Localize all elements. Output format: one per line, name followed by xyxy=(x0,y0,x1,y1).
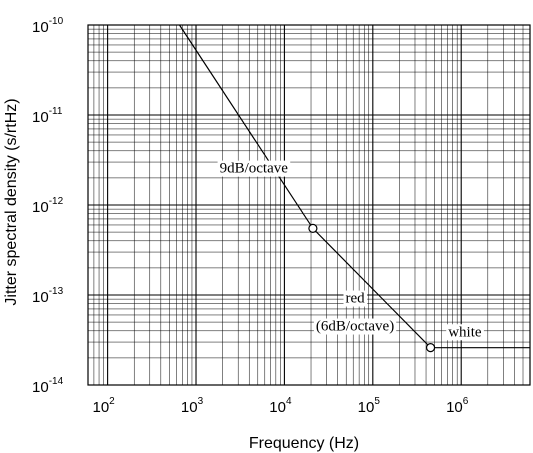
annotation-text: white xyxy=(448,324,482,340)
grid xyxy=(87,24,531,386)
annotation-text: (6dB/octave) xyxy=(316,319,394,335)
series-layer xyxy=(178,24,530,349)
annotation: white xyxy=(446,324,484,341)
corner-point-marker xyxy=(425,343,436,353)
annotation-background xyxy=(313,318,397,335)
jitter-density-line xyxy=(178,24,530,349)
corner-point-marker xyxy=(308,223,318,233)
x-tick-label: 104 xyxy=(269,396,292,416)
x-tick-labels: 102 103 104 105 106 xyxy=(92,396,468,416)
y-tick-label: 10-12 xyxy=(32,196,64,216)
annotation-background xyxy=(217,160,291,177)
y-tick-label: 10-13 xyxy=(32,286,64,306)
annotation: 9dB/octave xyxy=(217,160,291,177)
y-tick-labels: 10-10 10-11 10-12 10-13 10-14 xyxy=(32,16,64,396)
annotation-text: 9dB/octave xyxy=(220,161,289,177)
x-tick-label: 106 xyxy=(446,396,469,416)
y-tick-label: 10-10 xyxy=(32,16,64,36)
y-tick-label: 10-14 xyxy=(32,376,64,396)
x-tick-label: 105 xyxy=(358,396,381,416)
annotation: red xyxy=(343,290,368,307)
annotation-text: red xyxy=(345,291,365,307)
annotation-layer: 9dB/octave red (6dB/octave) white xyxy=(217,160,484,341)
x-axis-title: Frequency (Hz) xyxy=(249,435,359,452)
annotation: (6dB/octave) xyxy=(313,318,397,335)
annotation-background xyxy=(446,324,484,341)
x-tick-label: 103 xyxy=(181,396,204,416)
x-tick-label: 102 xyxy=(92,396,115,416)
y-axis-title: Jitter spectral density (s/rtHz) xyxy=(3,98,20,305)
annotation-background xyxy=(343,290,368,307)
y-tick-label: 10-11 xyxy=(32,106,63,126)
plot-frame xyxy=(87,24,531,386)
marker-layer xyxy=(308,223,436,353)
